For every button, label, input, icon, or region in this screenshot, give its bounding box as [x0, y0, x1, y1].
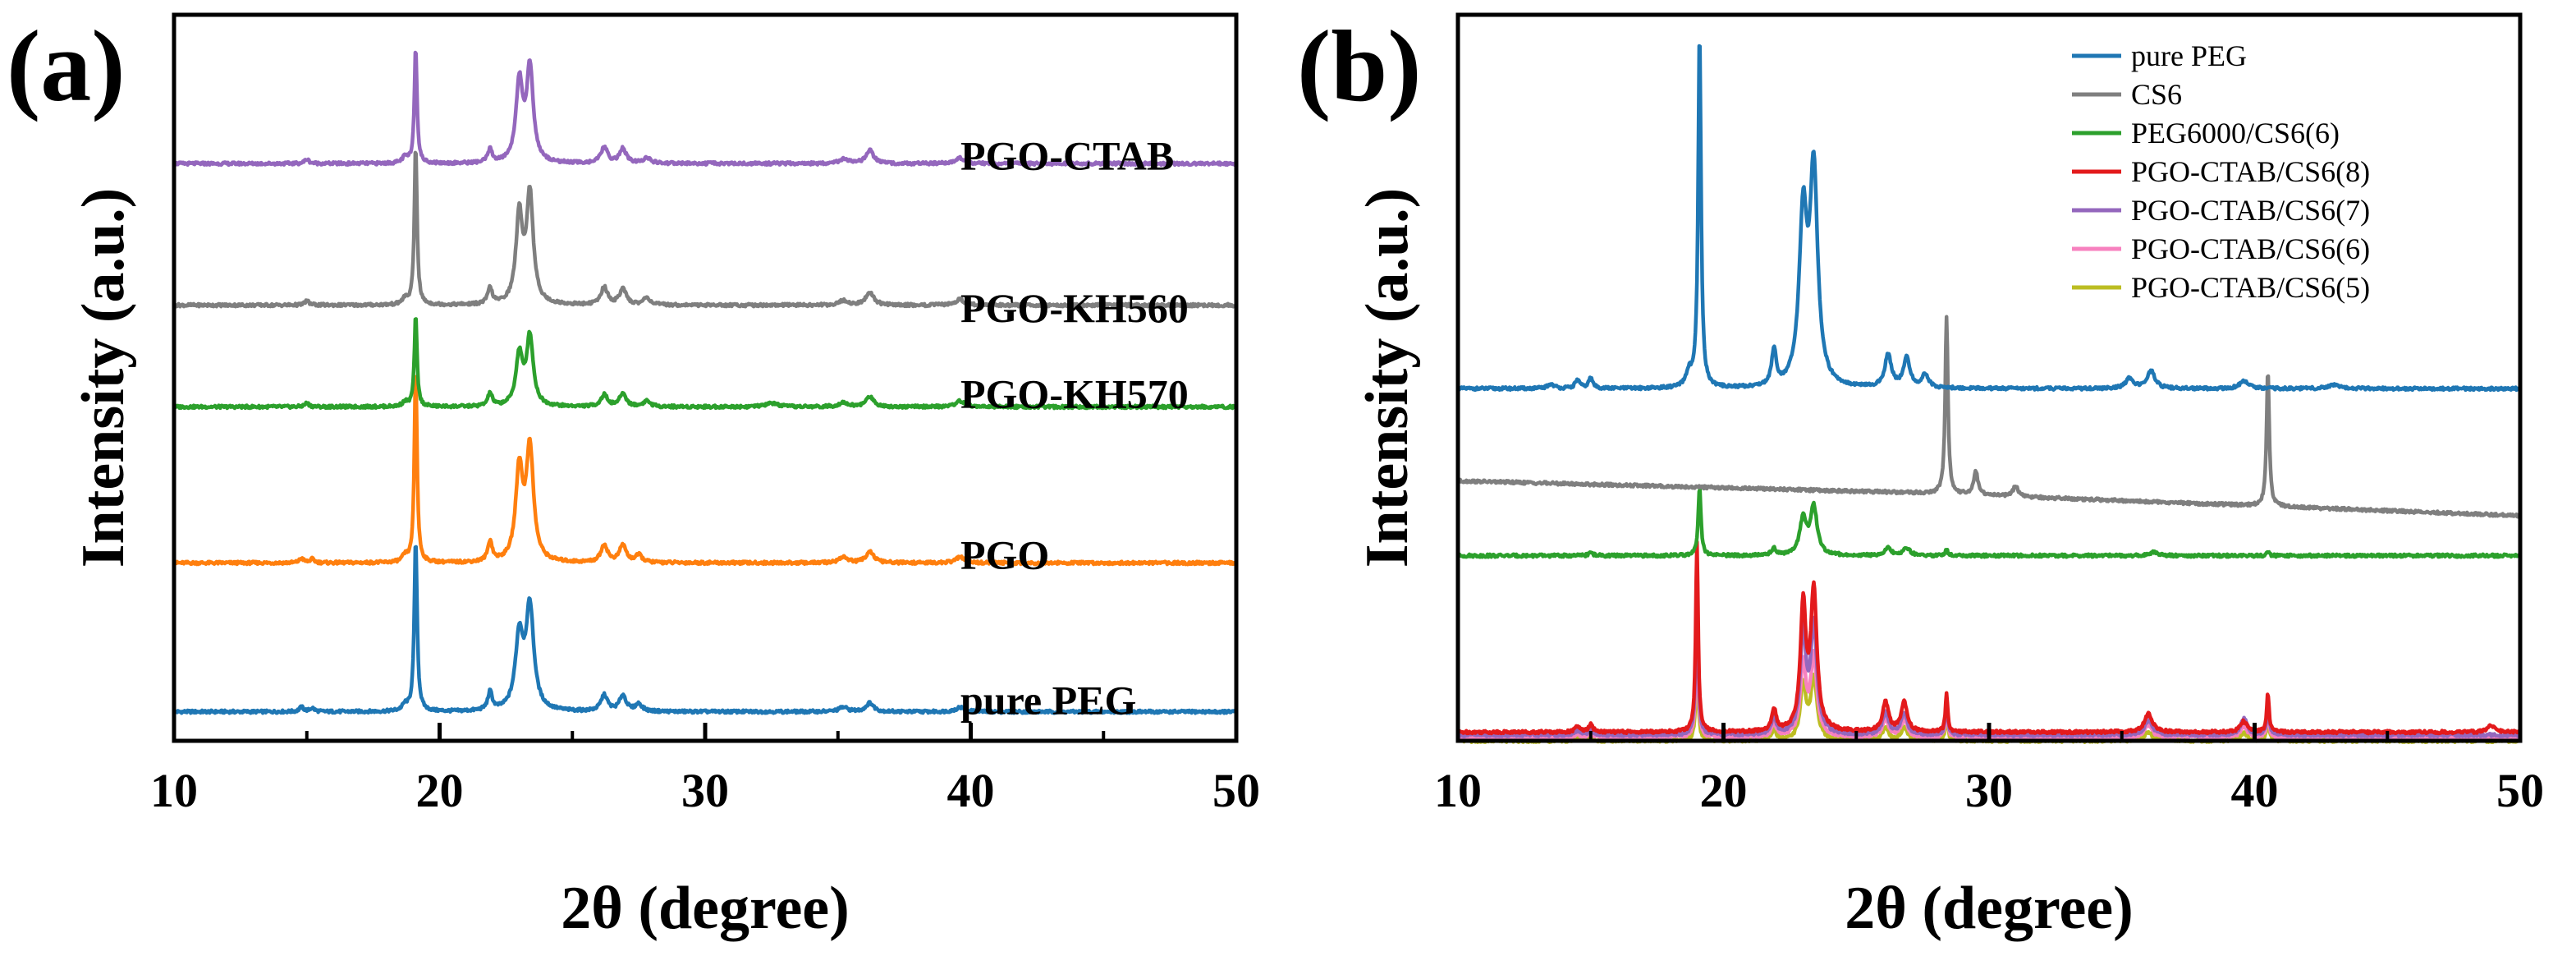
panel-a-x-axis: 10 20 30 40 50: [150, 723, 1260, 817]
legend-label-cs6: CS6: [2131, 78, 2182, 111]
panel-a-x-tick-label: 10: [150, 764, 198, 817]
panel-a-series-pgo-kh570: [172, 317, 1238, 411]
panel-a-series-label-pgo: PGO: [960, 532, 1049, 578]
panel-a-series-label-pgo-kh560: PGO-KH560: [960, 285, 1189, 331]
legend-label-pgo-ctab-cs6-7: PGO-CTAB/CS6(7): [2131, 194, 2370, 227]
legend-label-pgo-ctab-cs6-5: PGO-CTAB/CS6(5): [2131, 271, 2370, 304]
panel-b-x-axis: 10 20 30 40 50: [1434, 723, 2544, 817]
panel-b-x-tick-label: 40: [2231, 764, 2279, 817]
panel-a-x-axis-title: 2θ (degree): [561, 875, 850, 942]
panel-b: (b) 10 20 30 40 50 pure PEG CS6 PEG6000/CS6(6)…: [1297, 10, 2544, 942]
panel-a-plot-area: pure PEG PGO PGO-KH570 PGO-KH560 PGO-CTAB: [172, 50, 1239, 723]
panel-a-series-pgo: [172, 375, 1238, 567]
panel-a: (a) pure PEG PGO PGO-KH570 PGO-KH560 PGO-CTA…: [7, 10, 1260, 942]
panel-a-series-pure-peg: [172, 545, 1238, 715]
legend-label-pure-peg: pure PEG: [2131, 39, 2247, 72]
panel-b-plot-area: [1455, 44, 2523, 744]
legend-label-pgo-ctab-cs6-6: PGO-CTAB/CS6(6): [2131, 232, 2370, 265]
panel-b-y-axis-title: Intensity (a.u.): [1354, 188, 1421, 568]
panel-b-series-peg6000-cs6-6: [1456, 487, 2522, 559]
panel-b-series-pgo-ctab-cs6-7: [1455, 589, 2522, 738]
panel-a-x-tick-label: 30: [681, 764, 729, 817]
panel-a-x-tick-label: 40: [947, 764, 995, 817]
panel-a-x-tick-label: 20: [416, 764, 464, 817]
legend-label-peg6000-cs6-6: PEG6000/CS6(6): [2131, 117, 2340, 149]
panel-a-series-pgo-kh560: [172, 150, 1239, 309]
panel-b-series-pure-peg: [1455, 44, 2522, 393]
legend-label-pgo-ctab-cs6-8: PGO-CTAB/CS6(8): [2131, 155, 2370, 188]
panel-b-label: (b): [1297, 10, 1422, 122]
panel-a-series-label-pure-peg: pure PEG: [960, 677, 1136, 723]
panel-b-series-pgo-ctab-cs6-8: [1456, 540, 2522, 736]
panel-b-axes-frame: [1455, 12, 2523, 743]
panel-a-series-label-pgo-kh570: PGO-KH570: [960, 370, 1189, 416]
panel-b-x-tick-label: 30: [1965, 764, 2013, 817]
panel-b-x-axis-title: 2θ (degree): [1845, 875, 2134, 942]
panel-b-x-tick-label: 50: [2496, 764, 2544, 817]
panel-a-series-pgo-ctab: [172, 50, 1239, 168]
panel-b-legend: pure PEG CS6 PEG6000/CS6(6) PGO-CTAB/CS6(8)…: [2072, 39, 2370, 304]
panel-a-y-axis-title: Intensity (a.u.): [70, 188, 137, 568]
panel-a-x-tick-label: 50: [1212, 764, 1260, 817]
panel-b-x-tick-label: 20: [1700, 764, 1748, 817]
panel-a-label: (a): [7, 10, 126, 122]
panel-b-x-tick-label: 10: [1434, 764, 1482, 817]
panel-b-series-pgo-ctab-cs6-6: [1455, 626, 2522, 741]
panel-a-series-label-pgo-ctab: PGO-CTAB: [960, 132, 1174, 178]
panel-b-series-cs6: [1456, 315, 2523, 519]
